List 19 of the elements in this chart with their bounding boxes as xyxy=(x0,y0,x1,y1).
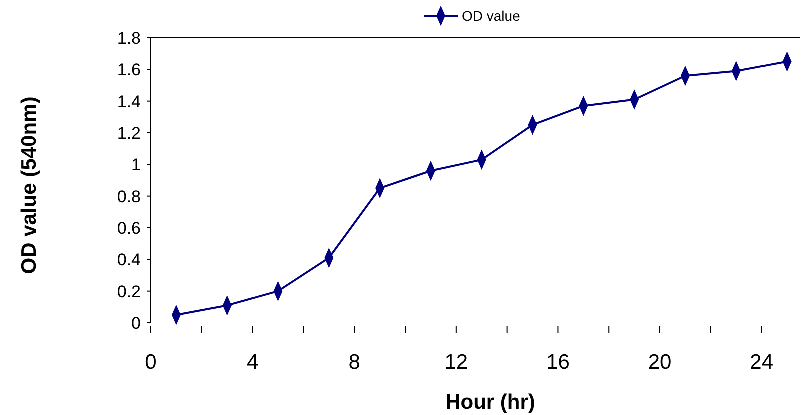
y-tick-label: 0.2 xyxy=(117,282,141,302)
x-tick-label: 12 xyxy=(444,351,468,374)
y-tick-label: 1.8 xyxy=(117,28,141,48)
y-tick-label: 0.8 xyxy=(117,187,141,206)
y-tick-label: 1.6 xyxy=(117,60,141,80)
x-tick-label: 16 xyxy=(546,351,570,374)
y-tick-label: 0.4 xyxy=(117,250,141,270)
y-tick-label: 1.4 xyxy=(117,92,141,112)
x-tick-label: 4 xyxy=(246,351,259,374)
x-tick-label: 24 xyxy=(750,351,774,374)
x-tick-label: 8 xyxy=(348,351,360,374)
y-tick-label: 1.2 xyxy=(117,124,141,143)
y-tick-label: 0 xyxy=(132,314,141,333)
legend-label: OD value xyxy=(462,8,521,24)
y-tick-label: 1 xyxy=(132,156,141,175)
x-tick-label: 20 xyxy=(648,351,672,374)
y-axis-title: OD value (540nm) xyxy=(18,96,41,274)
y-tick-label: 0.6 xyxy=(117,218,141,238)
x-axis-title: Hour (hr) xyxy=(446,391,536,414)
